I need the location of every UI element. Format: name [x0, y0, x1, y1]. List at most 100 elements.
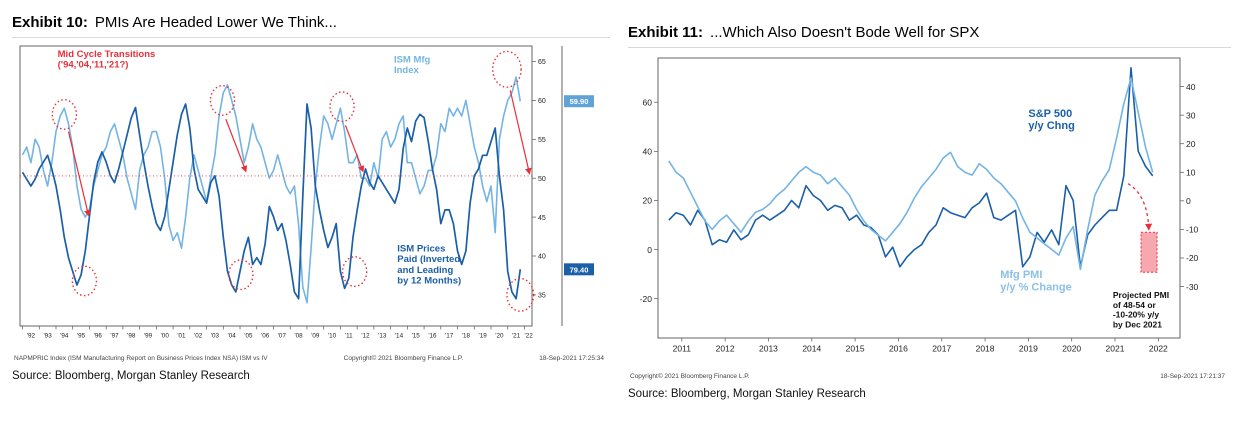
x-tick-label: 2022 [1149, 344, 1168, 354]
exhibit-10-chart: '92 '93 '94 '95 '96 '97 '98 '99 '00 '01 '02 '03 '04 '… [19, 45, 594, 339]
exhibit-10-panel: Exhibit 10: PMIs Are Headed Lower We Thin… [0, 0, 612, 431]
x-tick-label: '20 [495, 332, 504, 339]
projection-box [1140, 231, 1158, 273]
x-tick-label: 2011 [673, 344, 692, 354]
exhibit-10-bloomberg-footer: NAPMPRIC Index (ISM Manufacturing Report… [12, 355, 612, 362]
series-ism-prices-paid-inverted-and-leading-by-12-months [21, 103, 522, 300]
exhibit-11-source: Source: Bloomberg, Morgan Stanley Resear… [628, 388, 866, 400]
series-ism-mfg-index [21, 76, 522, 304]
x-tick-label: 2012 [716, 344, 735, 354]
projection-arrow [1127, 183, 1153, 231]
highlight-ellipse [491, 50, 522, 88]
x-tick-label: '19 [479, 332, 488, 339]
y-tick-label: -20 [640, 294, 653, 304]
bloomberg-copyright: Copyright© 2021 Bloomberg Finance L.P. [630, 373, 750, 380]
x-tick-label: '14 [395, 332, 404, 339]
x-tick-label: 2014 [802, 344, 821, 354]
x-tick-label: '09 [311, 332, 320, 339]
highlight-ellipse [329, 91, 355, 123]
x-tick-label: '13 [378, 332, 387, 339]
x-tick-label: 2019 [1019, 344, 1038, 354]
exhibit-11-title-prefix: Exhibit 11: [628, 24, 704, 41]
chart-annotation-text: Mfg PMI y/y % Change [1000, 269, 1072, 293]
chart-annotation-text: Mid Cycle Transitions ('94,'04,'11,'21?) [58, 49, 156, 71]
x-tick-label: '07 [278, 332, 287, 339]
exhibit-10-title-text: PMIs Are Headed Lower We Think... [94, 14, 337, 31]
exhibit-10-title: Exhibit 10: PMIs Are Headed Lower We Thin… [12, 14, 612, 32]
y-tick-label: 0 [647, 245, 652, 255]
series-s-p-500-y-y-chng [668, 67, 1154, 268]
series-mfg-pmi-y-y-change [668, 77, 1154, 271]
y-tick-label: 40 [1186, 82, 1196, 92]
annotation-arrow [67, 131, 91, 217]
y-tick-label: 45 [538, 215, 546, 222]
chart-annotation-text: ISM Mfg Index [394, 54, 431, 76]
highlight-ellipse [228, 259, 254, 291]
exhibit-10-title-prefix: Exhibit 10: [12, 14, 88, 31]
x-tick-label: '97 [110, 332, 119, 339]
exhibit-10-source: Source: Bloomberg, Morgan Stanley Resear… [12, 370, 250, 382]
x-tick-label: '01 [177, 332, 186, 339]
highlight-ellipse [51, 98, 78, 130]
x-tick-label: '22 [525, 332, 534, 339]
x-tick-label: '98 [127, 332, 136, 339]
x-tick-label: '02 [194, 332, 203, 339]
bloomberg-copyright: Copyright© 2021 Bloomberg Finance L.P. [343, 355, 464, 362]
plot-border [657, 57, 1181, 339]
x-tick-label: '10 [328, 332, 337, 339]
x-tick-label: 2020 [1062, 344, 1081, 354]
bloomberg-timestamp: 18-Sep-2021 17:21:37 [1160, 373, 1225, 380]
x-tick-label: '12 [361, 332, 370, 339]
exhibit-11-title: Exhibit 11: ...Which Also Doesn't Bode We… [628, 24, 1233, 42]
x-tick-label: 2016 [889, 344, 908, 354]
highlight-ellipse [71, 265, 98, 297]
y-tick-label: -30 [1186, 282, 1199, 292]
y-tick-label: 60 [643, 97, 653, 107]
exhibit-10-title-divider [12, 37, 610, 38]
exhibit-11-panel: Exhibit 11: ...Which Also Doesn't Bode We… [612, 0, 1233, 431]
x-tick-label: '17 [445, 332, 454, 339]
exhibit-11-title-divider [628, 47, 1231, 48]
x-tick-label: '95 [77, 332, 86, 339]
axis-last-value-label: 59.90 [570, 97, 589, 106]
x-tick-label: '93 [43, 332, 52, 339]
x-tick-label: 2013 [759, 344, 778, 354]
axis-last-value-label: 79.40 [570, 265, 589, 274]
y-tick-label: 50 [538, 176, 546, 183]
bloomberg-ticker-caption: NAPMPRIC Index (ISM Manufacturing Report… [14, 355, 268, 362]
x-tick-label: 2015 [846, 344, 865, 354]
x-tick-label: '18 [462, 332, 471, 339]
x-tick-label: 2021 [1106, 344, 1125, 354]
y-tick-label: 40 [643, 147, 653, 157]
x-tick-label: '16 [428, 332, 437, 339]
x-tick-label: '96 [94, 332, 103, 339]
x-tick-label: '04 [228, 332, 237, 339]
highlight-ellipse [341, 256, 368, 288]
annotation-arrow [509, 90, 532, 175]
y-tick-label: 10 [1186, 168, 1196, 178]
y-tick-label: 60 [538, 98, 546, 105]
chart-annotation-text: Projected PMI of 48-54 or -10-20% y/y by De… [1113, 290, 1169, 329]
exhibit-11-chart: 2011 2012 2013 2014 2015 2016 2017 2018 2019 2020… [640, 57, 1199, 354]
y-tick-label: 35 [538, 293, 546, 300]
y-tick-label: -20 [1186, 253, 1199, 263]
x-tick-label: '08 [294, 332, 303, 339]
x-tick-label: '92 [27, 332, 36, 339]
x-tick-label: '03 [211, 332, 220, 339]
y-tick-label: 0 [1186, 196, 1191, 206]
y-tick-label: 20 [643, 196, 653, 206]
x-tick-label: '11 [345, 332, 353, 339]
axis-last-value-box [564, 95, 594, 108]
x-tick-label: 2018 [976, 344, 995, 354]
bloomberg-timestamp: 18-Sep-2021 17:25:34 [539, 355, 604, 362]
x-tick-label: '05 [244, 332, 253, 339]
axis-last-value-box [564, 263, 594, 276]
exhibit-11-title-text: ...Which Also Doesn't Bode Well for SPX [710, 24, 980, 41]
plot-border [19, 45, 533, 327]
x-tick-label: '06 [261, 332, 270, 339]
highlight-ellipse [209, 84, 236, 116]
x-tick-label: '15 [412, 332, 421, 339]
annotation-arrow [225, 118, 248, 173]
x-tick-label: '94 [60, 332, 69, 339]
